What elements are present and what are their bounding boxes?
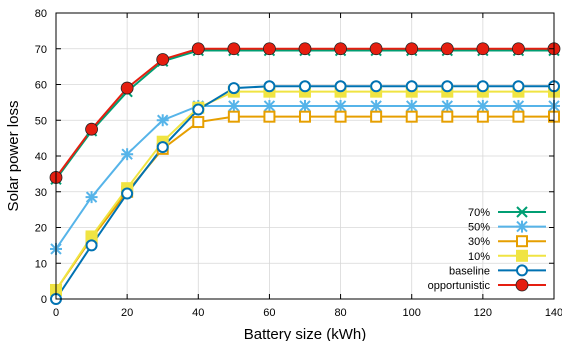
data-point	[441, 110, 454, 123]
data-point	[121, 187, 134, 200]
data-point	[334, 110, 347, 123]
data-point	[512, 110, 525, 123]
y-tick-label: 70	[35, 44, 47, 56]
data-point	[512, 99, 525, 112]
data-point	[263, 99, 276, 112]
y-tick-label: 30	[35, 187, 47, 199]
legend: 70% 50% 30% 10% baseline opportunistic	[428, 206, 546, 292]
legend-marker	[516, 206, 528, 218]
x-tick-label: 60	[263, 307, 275, 319]
x-tick-label: 0	[53, 307, 59, 319]
data-point	[369, 42, 383, 56]
legend-label: opportunistic	[428, 280, 491, 292]
data-point	[227, 42, 241, 56]
x-tick-label: 20	[121, 307, 133, 319]
data-point	[191, 42, 205, 56]
y-tick-label: 60	[35, 80, 47, 92]
data-point	[441, 80, 454, 93]
data-point	[299, 110, 311, 123]
legend-marker	[516, 235, 528, 248]
legend-label: 70%	[468, 207, 490, 219]
data-point	[476, 99, 489, 112]
x-tick-label: 140	[545, 307, 562, 319]
legend-label: 30%	[468, 236, 490, 248]
data-point	[334, 80, 347, 93]
data-point	[156, 114, 169, 127]
data-point	[121, 148, 134, 161]
data-point	[441, 99, 454, 112]
legend-label: baseline	[449, 265, 490, 277]
legend-marker	[516, 264, 528, 277]
data-point	[263, 110, 276, 123]
data-point	[334, 42, 347, 56]
data-point	[405, 110, 418, 123]
data-point	[405, 42, 419, 56]
legend-marker	[516, 220, 528, 233]
data-point	[192, 103, 205, 116]
data-point	[476, 110, 489, 123]
data-point	[156, 141, 169, 154]
y-tick-label: 10	[35, 258, 47, 270]
data-point	[85, 230, 98, 243]
data-point	[299, 99, 311, 112]
data-point	[512, 42, 525, 56]
data-point	[85, 122, 98, 136]
data-point	[85, 191, 98, 204]
data-point	[370, 110, 383, 123]
x-axis-title: Battery size (kWh)	[244, 326, 367, 341]
data-point	[334, 99, 347, 112]
y-tick-label: 0	[41, 294, 47, 306]
data-point	[476, 80, 489, 93]
data-point	[476, 42, 490, 56]
x-tick-label: 120	[474, 307, 492, 319]
data-point	[299, 80, 311, 93]
series-markers	[49, 42, 561, 305]
y-tick-label: 40	[35, 151, 47, 163]
data-point	[370, 99, 383, 112]
data-point	[405, 99, 418, 112]
data-point	[370, 80, 383, 93]
x-tick-label: 100	[403, 307, 421, 319]
legend-marker	[516, 249, 528, 262]
data-point	[440, 42, 454, 56]
data-point	[263, 80, 276, 93]
legend-marker	[515, 278, 529, 292]
data-point	[85, 239, 98, 252]
data-point	[227, 82, 240, 95]
y-tick-label: 80	[35, 8, 47, 20]
data-point	[263, 42, 276, 56]
axis-ticks: 0 20 40 60 80 100 120 140 0 10 20 30 40 50 60 70 80	[35, 8, 562, 319]
data-point	[120, 81, 134, 95]
data-point	[512, 80, 525, 93]
legend-label: 10%	[468, 251, 490, 263]
data-point	[192, 116, 205, 129]
y-tick-label: 20	[35, 223, 47, 235]
x-tick-label: 40	[192, 307, 204, 319]
data-point	[156, 53, 170, 66]
y-axis-title: Solar power loss	[5, 101, 22, 212]
data-point	[227, 110, 240, 123]
y-tick-label: 50	[35, 115, 47, 127]
data-point	[298, 42, 312, 56]
x-tick-label: 80	[334, 307, 346, 319]
data-point	[405, 80, 418, 93]
legend-label: 50%	[468, 222, 490, 234]
data-point	[227, 99, 240, 112]
